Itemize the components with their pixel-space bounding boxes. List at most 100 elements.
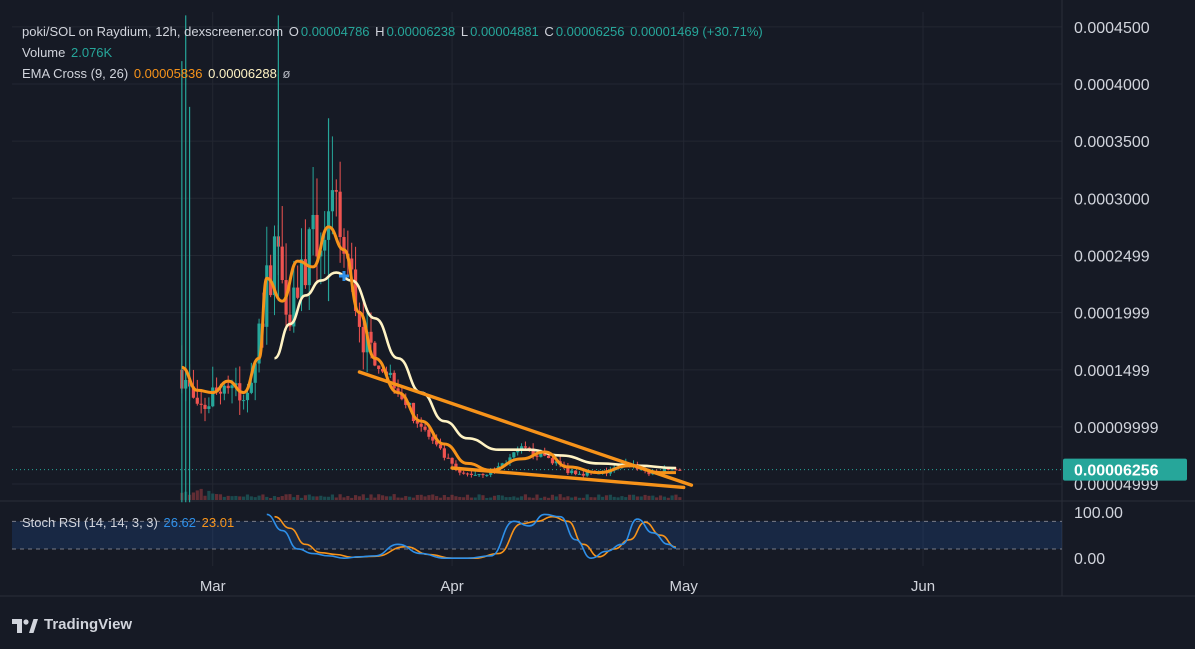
candle-body <box>226 385 230 389</box>
trendline-upper <box>357 370 694 487</box>
candle-body <box>442 448 446 458</box>
volume-label[interactable]: Volume <box>22 45 66 60</box>
volume-bar <box>662 496 666 500</box>
candle-body <box>369 331 373 343</box>
candle-body <box>415 421 419 424</box>
volume-bar <box>234 495 238 500</box>
candle-body <box>581 473 585 476</box>
rsi-label[interactable]: Stoch RSI (14, 14, 3, 3) <box>22 515 158 530</box>
volume-bar <box>226 495 230 500</box>
volume-bar <box>628 494 632 500</box>
ema-fast-line <box>181 225 676 475</box>
volume-bar <box>214 494 219 500</box>
volume-bar <box>438 497 443 500</box>
volume-bar <box>330 494 335 500</box>
price-tick-label: 0.00004999 <box>1074 477 1159 494</box>
time-tick-label: Jun <box>911 578 935 595</box>
volume-bar <box>346 495 350 500</box>
ema-label[interactable]: EMA Cross (9, 26) <box>22 66 129 81</box>
volume-bar <box>218 494 223 500</box>
volume-bar <box>276 497 280 500</box>
candle-body <box>485 474 489 476</box>
stoch-rsi-pane[interactable] <box>12 513 1062 559</box>
volume-bar <box>253 497 257 500</box>
ema-slow-value: 0.00006288 <box>208 66 277 81</box>
rsi-d-value: 23.01 <box>201 515 235 530</box>
volume-bar <box>562 497 566 500</box>
volume-bar <box>326 496 331 500</box>
candle-body <box>427 429 431 437</box>
header-legend-row3: EMA Cross (9, 26) 0.00005836 0.00006288 … <box>22 64 292 84</box>
candle-body <box>473 474 477 476</box>
axes[interactable]: 0.0004500 0.0004000 0.0003500 0.0003000 0.00… <box>200 20 1187 595</box>
volume-bar <box>523 494 528 500</box>
volume-bar <box>369 494 373 500</box>
volume-bar <box>261 494 265 500</box>
candle-body <box>419 423 423 427</box>
candle-body <box>431 436 435 441</box>
header-legend-row2: Volume 2.076K <box>22 43 114 63</box>
candle-body <box>500 463 504 467</box>
volume-bar <box>558 494 562 500</box>
rsi-k-value: 26.62 <box>163 515 197 530</box>
trendlines[interactable] <box>357 370 694 490</box>
tradingview-brand[interactable]: TradingView <box>12 616 132 633</box>
candle-body <box>396 388 400 394</box>
volume-bar <box>462 497 466 500</box>
candle-body <box>404 399 408 405</box>
volume-bar <box>384 496 389 500</box>
time-tick-label: Apr <box>440 578 463 595</box>
volume-bar <box>624 497 628 500</box>
volume-bar <box>191 492 196 500</box>
volume-bar <box>539 497 543 500</box>
candle-body <box>446 457 450 459</box>
rsi-tick-label: 100.00 <box>1074 505 1123 522</box>
volume-bar <box>404 496 408 500</box>
volume-bar <box>612 496 616 500</box>
stoch-rsi-d-line <box>274 515 677 559</box>
volume-bar <box>465 494 470 500</box>
rsi-tick-label: 0.00 <box>1074 551 1105 568</box>
candle-body <box>527 447 531 449</box>
volume-bar <box>516 497 520 500</box>
header-legend-row1: poki/SOL on Raydium, 12h, dexscreener.co… <box>22 22 765 42</box>
candle-body <box>296 287 300 298</box>
volume-bar <box>504 497 508 500</box>
volume-bar <box>419 494 423 500</box>
candle-body <box>585 471 589 476</box>
candle-body <box>550 458 555 464</box>
candle-body <box>388 372 392 375</box>
volume-bar <box>647 495 651 500</box>
candle-body <box>400 393 404 400</box>
volume-bar <box>292 497 296 500</box>
volume-bar <box>431 494 435 500</box>
close-label: C <box>544 24 554 39</box>
candle-body <box>353 269 358 311</box>
volume-bar <box>245 494 250 500</box>
volume-bar <box>655 497 659 500</box>
volume-bar <box>527 497 531 500</box>
candle-body <box>450 457 454 464</box>
volume-bar <box>249 496 253 500</box>
volume-bar <box>350 497 354 500</box>
candle-body <box>458 469 462 473</box>
volume-bar <box>581 497 585 500</box>
price-tick-label: 0.00009999 <box>1074 420 1159 437</box>
candle-body <box>423 426 427 430</box>
volume-bar <box>415 494 419 500</box>
volume-bar <box>199 488 203 500</box>
volume-bar <box>311 496 315 500</box>
price-tick-label: 0.0001499 <box>1074 363 1150 380</box>
symbol-title[interactable]: poki/SOL on Raydium, 12h, dexscreener.co… <box>22 24 284 39</box>
volume-bar <box>195 490 199 500</box>
volume-bar <box>500 495 504 500</box>
volume-bar <box>242 496 246 500</box>
volume-bar <box>377 494 381 500</box>
candle-body <box>454 463 458 470</box>
candle-body <box>361 326 365 353</box>
candle-body <box>330 190 335 212</box>
volume-bar <box>670 495 674 500</box>
low-value: 0.00004881 <box>470 24 539 39</box>
current-price-tag-label: 0.00006256 <box>1074 463 1159 480</box>
